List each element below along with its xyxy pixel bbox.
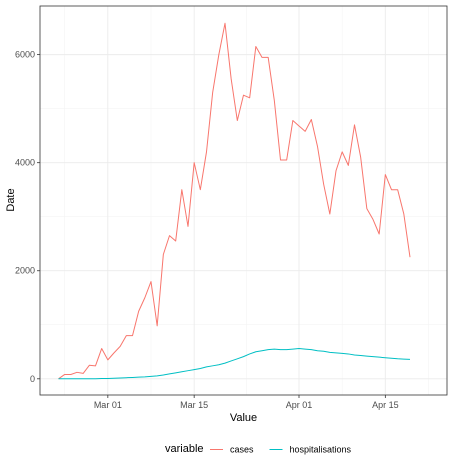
y-tick-label: 6000 — [15, 50, 35, 60]
x-tick-label: Apr 01 — [286, 400, 313, 410]
y-tick-label: 2000 — [15, 266, 35, 276]
legend-label-cases: cases — [230, 445, 254, 455]
grid — [40, 6, 447, 395]
series-lines — [58, 22, 411, 380]
plot-border — [39, 5, 448, 396]
legend-title: variable — [165, 443, 204, 455]
y-tick-label: 4000 — [15, 158, 35, 168]
series-line-hospitalisations — [58, 348, 411, 380]
x-axis-title: Value — [230, 412, 257, 424]
legend: variable cases hospitalisations — [165, 441, 352, 458]
x-tick-label: Mar 01 — [94, 400, 122, 410]
axes: 0 2000 4000 6000 Mar 01 Mar 15 Apr 01 Apr 15 — [15, 50, 399, 410]
y-tick-label: 0 — [30, 374, 35, 384]
y-axis-title: Date — [5, 188, 17, 211]
x-tick-label: Mar 15 — [180, 400, 208, 410]
plot-panel — [40, 6, 447, 395]
x-tick-label: Apr 15 — [372, 400, 399, 410]
series-line-cases — [58, 22, 411, 380]
legend-label-hospitalisations: hospitalisations — [290, 445, 352, 455]
